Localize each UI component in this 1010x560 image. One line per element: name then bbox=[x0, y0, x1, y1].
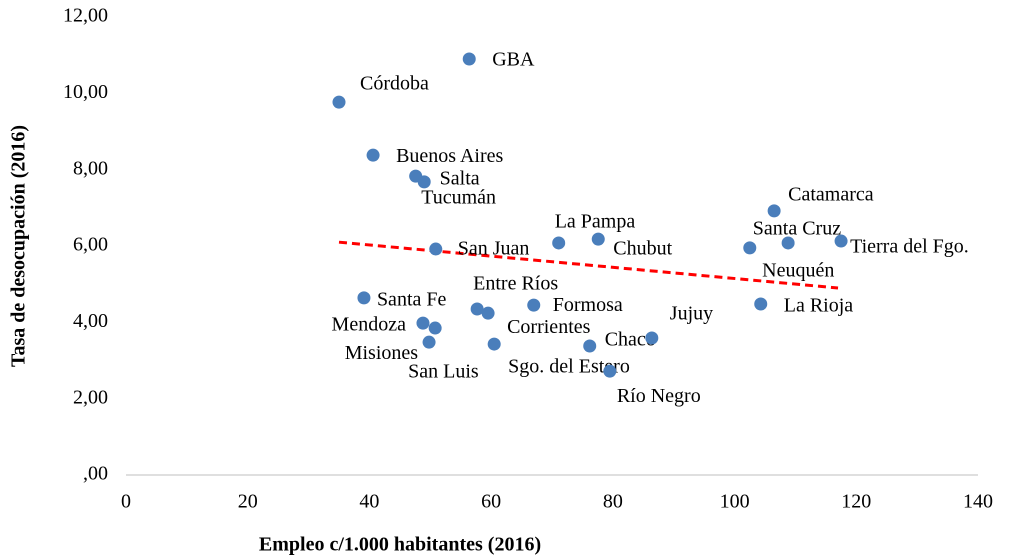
point bbox=[781, 236, 795, 250]
point-label: La Pampa bbox=[555, 211, 636, 233]
x-tick-label: 40 bbox=[359, 491, 379, 513]
point-label: Tierra del Fgo. bbox=[850, 236, 969, 258]
point-label: Corrientes bbox=[507, 316, 591, 338]
point-label: Formosa bbox=[553, 294, 623, 316]
point-label: Río Negro bbox=[617, 385, 701, 407]
point-label: Salta bbox=[440, 168, 480, 190]
point bbox=[470, 302, 484, 316]
point bbox=[754, 297, 768, 311]
point-label: Santa Cruz bbox=[753, 218, 841, 240]
point-label: San Juan bbox=[458, 238, 530, 260]
point bbox=[366, 148, 380, 162]
x-tick-label: 20 bbox=[238, 491, 258, 513]
point bbox=[332, 95, 346, 109]
point bbox=[422, 335, 436, 349]
x-axis-title: Empleo c/1.000 habitantes (2016) bbox=[259, 534, 541, 556]
y-tick-label: 6,00 bbox=[73, 234, 108, 256]
point-label: Neuquén bbox=[762, 260, 834, 282]
point bbox=[428, 321, 442, 335]
point bbox=[481, 306, 495, 320]
point bbox=[487, 337, 501, 351]
y-axis-title: Tasa de desocupación (2016) bbox=[8, 125, 30, 367]
x-tick-label: 120 bbox=[841, 491, 871, 513]
y-tick-label: 2,00 bbox=[73, 386, 108, 408]
point-label: Catamarca bbox=[788, 183, 874, 205]
point-label: Tucumán bbox=[421, 186, 496, 208]
point bbox=[416, 316, 430, 330]
point bbox=[462, 52, 476, 66]
point-label: La Rioja bbox=[784, 295, 854, 317]
y-tick-label: 10,00 bbox=[63, 81, 108, 103]
y-tick-label: 4,00 bbox=[73, 310, 108, 332]
point-label: Entre Ríos bbox=[473, 273, 558, 295]
point-label: Buenos Aires bbox=[396, 145, 503, 167]
point bbox=[603, 364, 617, 378]
x-tick-label: 140 bbox=[963, 491, 993, 513]
point bbox=[429, 242, 443, 256]
x-tick-label: 80 bbox=[603, 491, 623, 513]
point bbox=[591, 232, 605, 246]
point bbox=[767, 204, 781, 218]
point-label: Sgo. del Estero bbox=[508, 356, 630, 378]
point bbox=[583, 339, 597, 353]
point bbox=[357, 291, 371, 305]
point-label: San Luis bbox=[408, 361, 479, 383]
point bbox=[552, 236, 566, 250]
y-tick-label: ,00 bbox=[83, 463, 108, 485]
point-label: Chubut bbox=[613, 238, 672, 260]
trendline bbox=[338, 240, 839, 290]
point-label: Jujuy bbox=[670, 303, 713, 325]
point-label: Mendoza bbox=[332, 314, 407, 336]
point-label: Córdoba bbox=[360, 73, 429, 95]
point-label: GBA bbox=[492, 49, 535, 71]
point bbox=[645, 331, 659, 345]
x-tick-label: 0 bbox=[121, 491, 131, 513]
point-label: Chaco bbox=[605, 329, 656, 351]
point bbox=[417, 175, 431, 189]
point bbox=[743, 241, 757, 255]
point bbox=[834, 234, 848, 248]
point bbox=[527, 298, 541, 312]
point-label: Misiones bbox=[345, 342, 419, 364]
x-tick-label: 60 bbox=[481, 491, 501, 513]
y-tick-label: 12,00 bbox=[63, 5, 108, 27]
y-tick-label: 8,00 bbox=[73, 157, 108, 179]
point-label: Santa Fe bbox=[377, 289, 447, 311]
x-tick-label: 100 bbox=[720, 491, 750, 513]
